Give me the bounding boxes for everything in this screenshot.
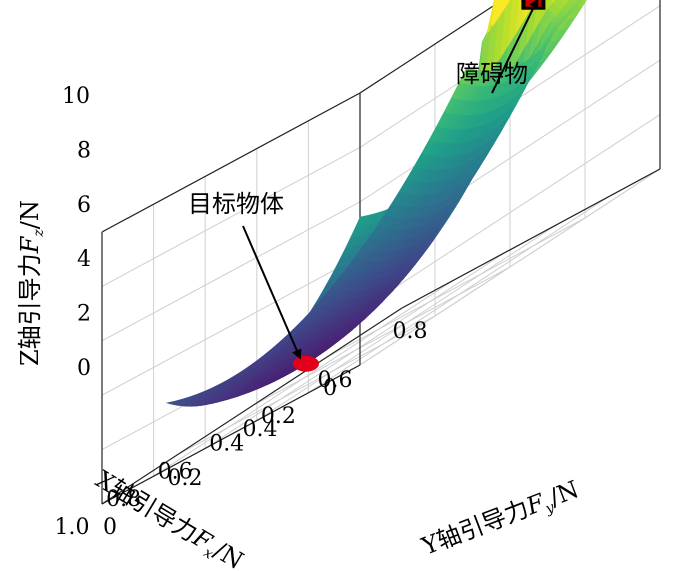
z-axis-label: Z轴引导力Fz/N <box>16 200 47 366</box>
obstacle-arrow <box>491 0 539 94</box>
gridline-y-floor <box>176 315 436 456</box>
frame-edge <box>401 168 661 309</box>
target-marker <box>293 355 319 372</box>
x-tick-label: 0.2 <box>261 404 296 429</box>
x-tick-label: 0.6 <box>158 459 193 484</box>
target-annotation: 目标物体 <box>188 190 284 218</box>
z-tick-label: 10 <box>62 84 90 109</box>
gridline-z-left <box>101 146 361 287</box>
z-tick-label: 6 <box>77 193 91 218</box>
gridline-y-floor <box>326 217 586 358</box>
x-tick-label: 0 <box>323 376 337 401</box>
z-tick-label: 2 <box>77 302 91 327</box>
gridline-y-floor <box>251 266 511 407</box>
frame-edge <box>101 364 361 505</box>
y-tick-label: 0.8 <box>393 319 428 344</box>
y-axis-label: Y轴引导力Fy/N <box>417 475 584 564</box>
marks <box>242 0 546 372</box>
z-tick-label: 8 <box>77 138 91 163</box>
frame-edge <box>359 0 504 94</box>
y-tick-label: 0.2 <box>168 466 203 491</box>
gridline-z-left <box>101 255 361 396</box>
surface-patch <box>166 401 179 405</box>
y-tick-label: 0.6 <box>318 368 353 393</box>
x-tick-label: 0.8 <box>106 487 141 512</box>
y-tick-label: 0 <box>103 515 117 540</box>
z-tick-label: 4 <box>77 247 91 272</box>
target-arrow <box>242 225 302 360</box>
obstacle-annotation: 障碍物 <box>456 60 528 88</box>
y-tick-label: 0.4 <box>243 417 278 442</box>
x-tick-label: 1.0 <box>55 515 90 540</box>
z-tick-label: 0 <box>77 356 91 381</box>
frame-edge <box>101 307 403 505</box>
x-tick-label: 0.4 <box>209 432 244 457</box>
gridline-z-left <box>101 201 361 342</box>
frame-edge <box>101 92 361 233</box>
surface <box>166 0 587 407</box>
